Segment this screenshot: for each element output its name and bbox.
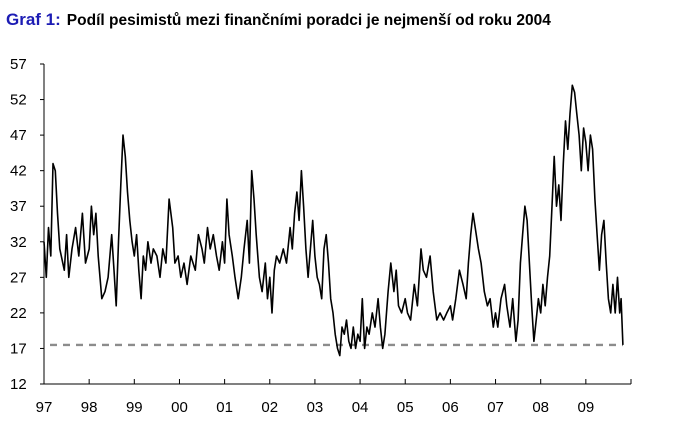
x-tick-label: 09 [578, 399, 595, 416]
graph-label: Graf 1: [6, 10, 61, 29]
y-tick-label: 32 [10, 234, 27, 251]
chart-title: Podíl pesimistů mezi finančními poradci … [66, 12, 551, 29]
y-tick-label: 27 [10, 269, 27, 286]
x-axis: 97 98 99 00 01 02 03 04 05 06 07 08 09 [36, 379, 632, 416]
y-tick-label: 42 [10, 163, 27, 180]
x-tick-label: 05 [397, 399, 414, 416]
x-tick-label: 97 [36, 399, 53, 416]
y-tick-label: 12 [10, 376, 27, 393]
y-tick-label: 37 [10, 198, 27, 215]
x-tick-label: 00 [171, 399, 188, 416]
y-axis: 12 17 22 27 32 37 42 47 52 57 [10, 56, 45, 393]
x-tick-label: 04 [352, 399, 369, 416]
x-tick-label: 98 [81, 399, 98, 416]
series-line [43, 84, 624, 357]
y-tick-label: 52 [10, 92, 27, 109]
x-tick-label: 06 [442, 399, 459, 416]
x-tick-label: 03 [307, 399, 324, 416]
x-tick-label: 08 [532, 399, 549, 416]
x-tick-label: 07 [487, 399, 504, 416]
series-layer [43, 84, 624, 357]
y-tick-label: 17 [10, 340, 27, 357]
x-tick-label: 01 [216, 399, 233, 416]
y-tick-label: 22 [10, 305, 27, 322]
x-tick-label: 99 [126, 399, 143, 416]
y-tick-label: 47 [10, 127, 27, 144]
y-tick-label: 57 [10, 56, 27, 73]
x-tick-label: 02 [261, 399, 278, 416]
chart-title-block: Graf 1: Podíl pesimistů mezi finančními p… [6, 10, 551, 30]
